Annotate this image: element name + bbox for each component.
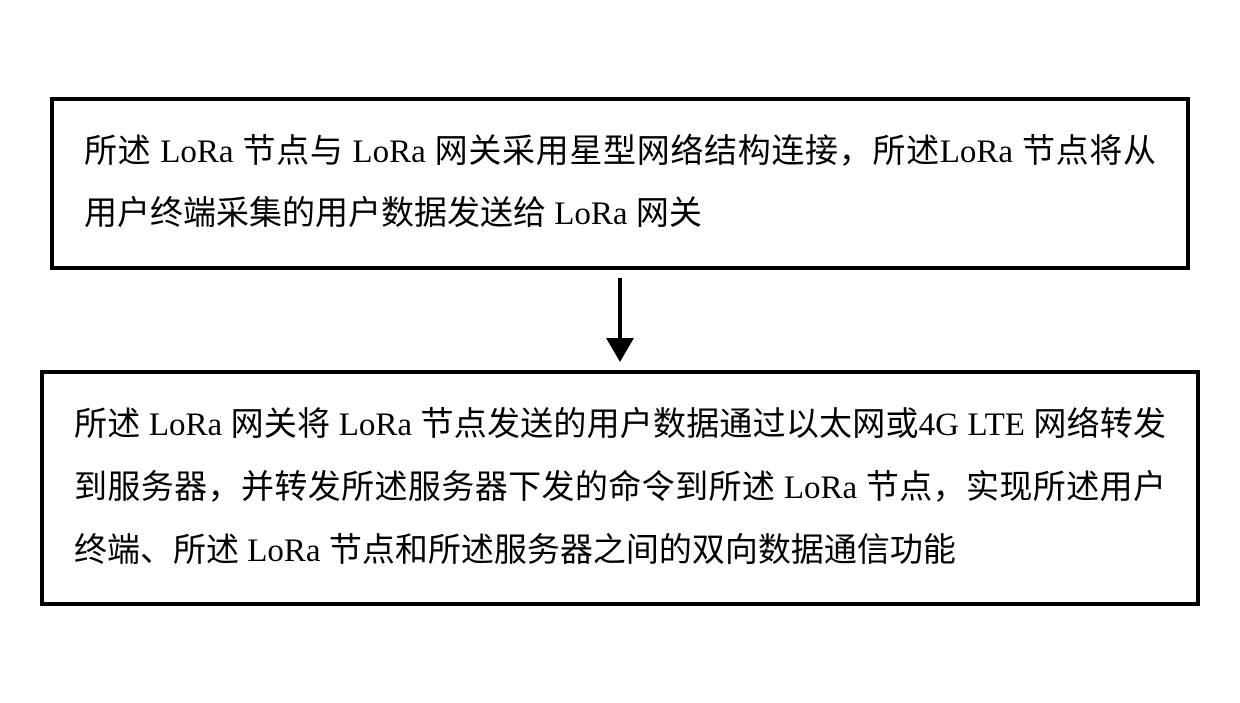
arrow-line	[618, 278, 622, 338]
box-1-text: 所述 LoRa 节点与 LoRa 网关采用星型网络结构连接，所述LoRa 节点将…	[84, 134, 1156, 233]
box-2-text: 所述 LoRa 网关将 LoRa 节点发送的用户数据通过以太网或4G LTE 网…	[74, 407, 1166, 568]
process-box-2: 所述 LoRa 网关将 LoRa 节点发送的用户数据通过以太网或4G LTE 网…	[40, 370, 1200, 606]
arrow-connector	[606, 270, 634, 370]
arrow-head-icon	[606, 338, 634, 362]
flowchart-container: 所述 LoRa 节点与 LoRa 网关采用星型网络结构连接，所述LoRa 节点将…	[20, 97, 1220, 606]
process-box-1: 所述 LoRa 节点与 LoRa 网关采用星型网络结构连接，所述LoRa 节点将…	[50, 97, 1190, 270]
